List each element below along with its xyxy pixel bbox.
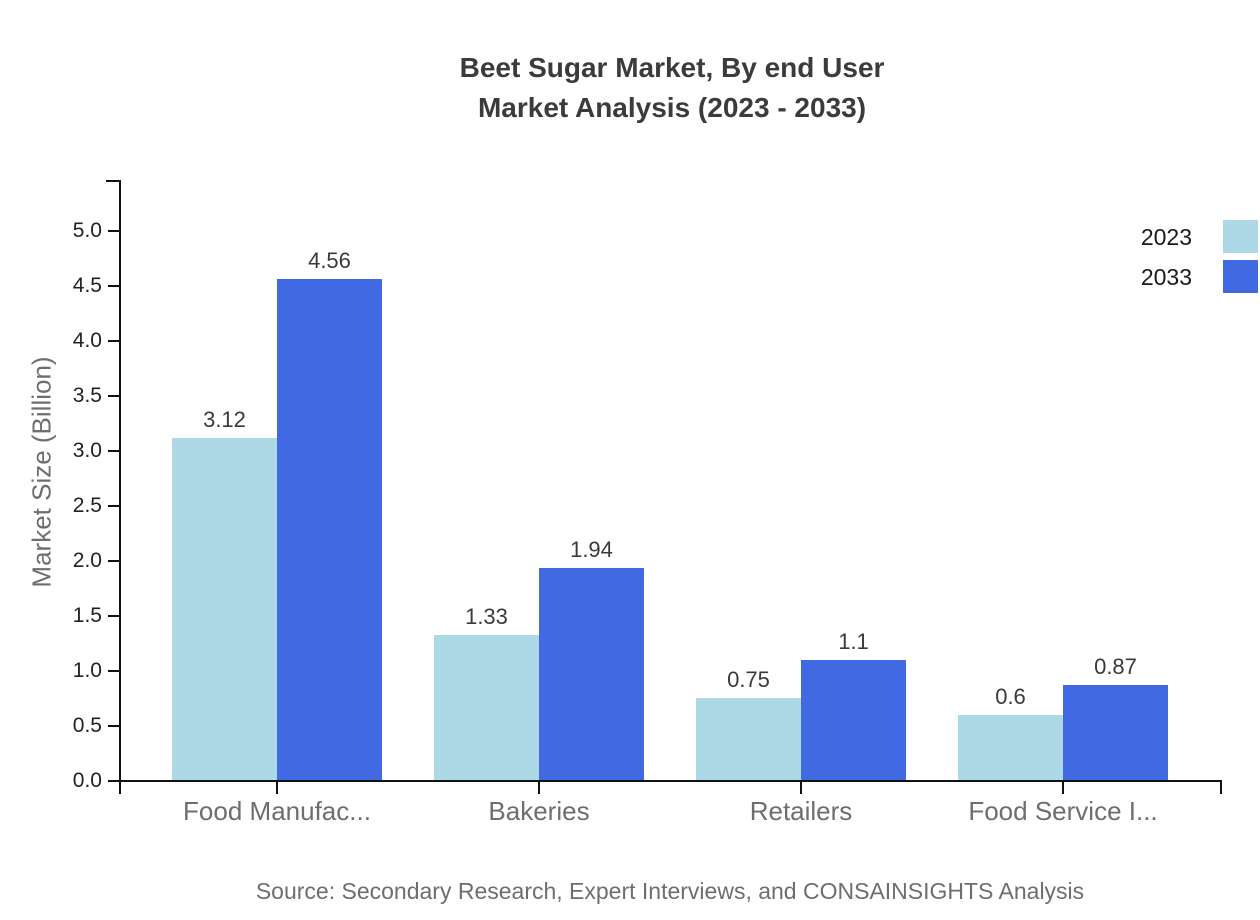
chart-title-line-2: Market Analysis (2023 - 2033) <box>477 92 867 123</box>
y-tick-label-0.5: 0.5 <box>72 714 102 737</box>
y-tick-mark-1.5 <box>108 615 121 617</box>
bar-2023-bakeries <box>434 635 539 781</box>
x-tick-mark-food-service-i <box>1062 781 1064 794</box>
y-tick-mark-2.0 <box>108 560 121 562</box>
y-axis-top-cap <box>106 180 121 182</box>
y-tick-label-3.0: 3.0 <box>72 439 102 462</box>
chart-title: Beet Sugar Market, By end User Market An… <box>122 48 1222 128</box>
y-tick-label-3.5: 3.5 <box>72 384 102 407</box>
bar-value-label-2033-retailers: 1.1 <box>838 629 869 654</box>
bar-2023-food-manufac <box>172 438 277 781</box>
x-tick-mark-bakeries <box>538 781 540 794</box>
y-tick-mark-0.0 <box>108 780 121 782</box>
bar-2023-retailers <box>696 698 801 781</box>
bar-value-label-2023-food-manufac: 3.12 <box>203 407 246 432</box>
y-tick-label-0.0: 0.0 <box>72 769 102 792</box>
legend-label-2033: 2033 <box>1140 264 1192 290</box>
bar-2033-bakeries <box>539 568 644 781</box>
bar-2033-food-manufac <box>277 279 382 781</box>
bar-value-label-2023-food-service-i: 0.6 <box>995 684 1026 709</box>
bar-value-label-2033-food-service-i: 0.87 <box>1094 654 1137 679</box>
y-tick-mark-5.0 <box>108 230 121 232</box>
bar-value-label-2033-bakeries: 1.94 <box>570 537 613 562</box>
y-tick-mark-3.0 <box>108 450 121 452</box>
y-tick-label-2.5: 2.5 <box>72 494 102 517</box>
x-category-label-bakeries: Bakeries <box>488 796 590 826</box>
bar-2033-food-service-i <box>1063 685 1168 781</box>
bar-2033-retailers <box>801 660 906 781</box>
y-tick-label-4.5: 4.5 <box>72 274 102 297</box>
x-axis-line <box>119 780 1222 782</box>
y-tick-label-5.0: 5.0 <box>72 219 102 242</box>
y-tick-mark-0.5 <box>108 725 121 727</box>
y-tick-mark-1.0 <box>108 670 121 672</box>
y-tick-label-1.5: 1.5 <box>72 604 102 627</box>
bar-2023-food-service-i <box>958 715 1063 781</box>
y-tick-mark-2.5 <box>108 505 121 507</box>
y-tick-label-2.0: 2.0 <box>72 549 102 572</box>
x-tick-mark-food-manufac <box>276 781 278 794</box>
y-tick-mark-4.5 <box>108 285 121 287</box>
x-category-label-food-service-i: Food Service I... <box>968 796 1158 826</box>
legend-swatch-2033 <box>1223 260 1258 293</box>
y-axis-line <box>119 180 121 794</box>
x-axis-end-cap <box>1220 780 1222 794</box>
bar-value-label-2023-retailers: 0.75 <box>727 667 770 692</box>
y-tick-label-1.0: 1.0 <box>72 659 102 682</box>
y-tick-label-4.0: 4.0 <box>72 329 102 352</box>
x-tick-mark-retailers <box>800 781 802 794</box>
chart-title-line-1: Beet Sugar Market, By end User <box>459 52 885 83</box>
y-tick-mark-4.0 <box>108 340 121 342</box>
y-tick-mark-3.5 <box>108 395 121 397</box>
bar-value-label-2033-food-manufac: 4.56 <box>308 248 351 273</box>
legend-swatch-2023 <box>1223 220 1258 253</box>
x-category-label-food-manufac: Food Manufac... <box>183 796 371 826</box>
source-note: Source: Secondary Research, Expert Inter… <box>255 878 1085 904</box>
bar-value-label-2023-bakeries: 1.33 <box>465 604 508 629</box>
x-category-label-retailers: Retailers <box>749 796 853 826</box>
legend-label-2023: 2023 <box>1140 224 1192 250</box>
